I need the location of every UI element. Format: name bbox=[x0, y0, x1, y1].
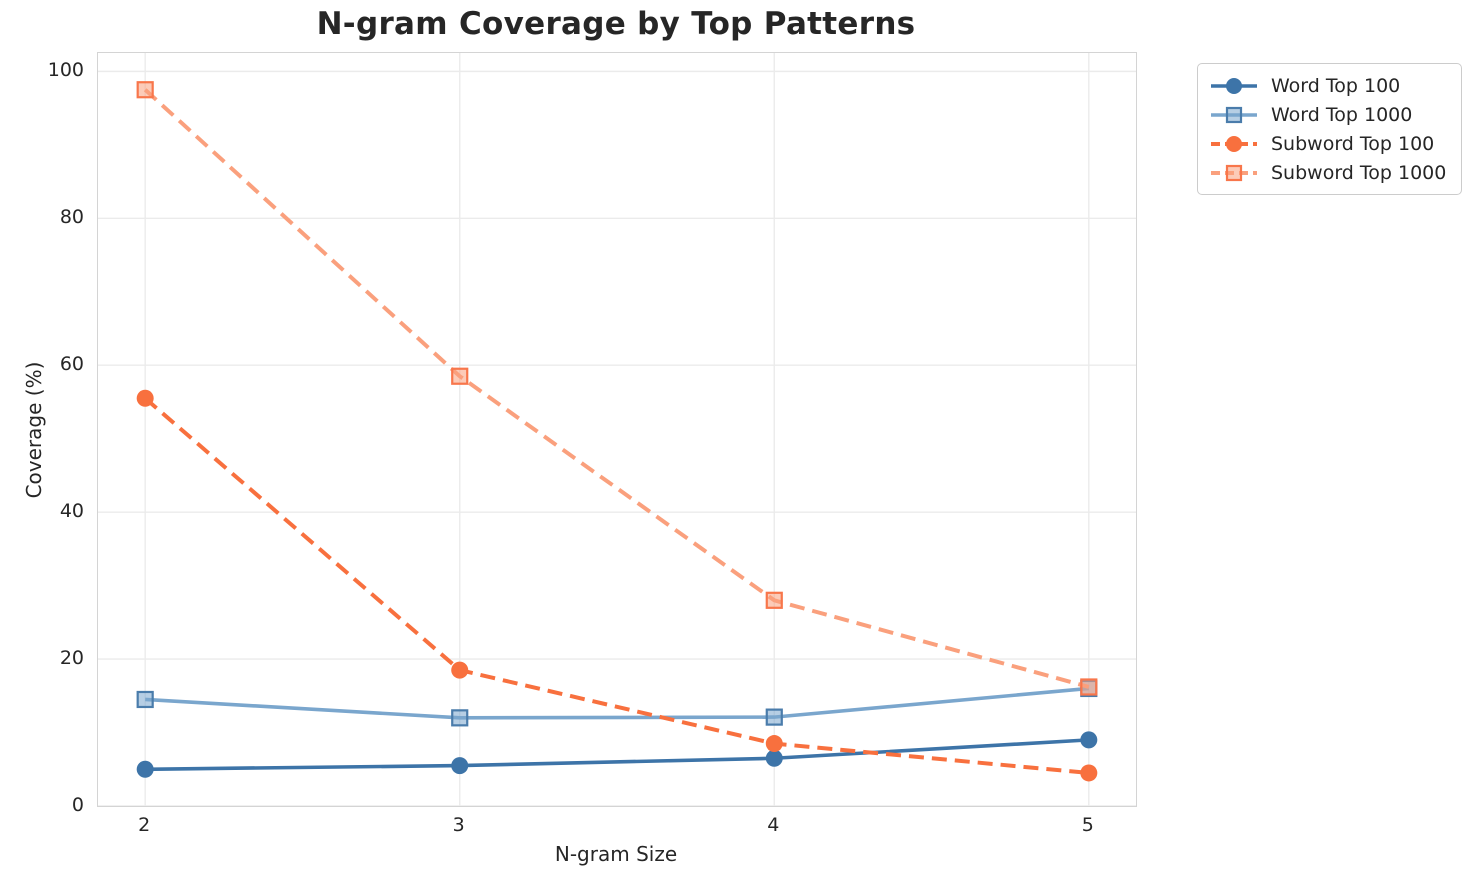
series-line bbox=[143, 396, 1090, 775]
data-point-marker bbox=[451, 661, 469, 679]
y-tick-label: 0 bbox=[71, 794, 84, 816]
legend-item-label: Subword Top 100 bbox=[1271, 132, 1435, 155]
data-point-marker bbox=[451, 367, 469, 385]
data-point-marker bbox=[136, 760, 154, 778]
legend: Word Top 100 Word Top 1000 Subword Top 1… bbox=[1197, 63, 1462, 195]
series-line bbox=[145, 738, 1089, 772]
series-line bbox=[145, 686, 1089, 720]
data-point-marker bbox=[765, 735, 783, 753]
x-tick-label: 4 bbox=[767, 814, 780, 836]
chart-title: N-gram Coverage by Top Patterns bbox=[316, 6, 916, 42]
legend-item-word-top-100: Word Top 100 bbox=[1210, 71, 1449, 100]
data-point-marker bbox=[765, 591, 783, 609]
legend-item-subword-top-1000: Subword Top 1000 bbox=[1210, 158, 1449, 187]
data-point-marker bbox=[1080, 764, 1098, 782]
plot-area bbox=[97, 52, 1137, 807]
y-tick-label: 20 bbox=[59, 647, 84, 670]
legend-item-label: Subword Top 1000 bbox=[1271, 161, 1447, 184]
x-axis-label: N-gram Size bbox=[554, 842, 678, 866]
plot-canvas bbox=[98, 53, 1136, 806]
data-point-marker bbox=[451, 757, 469, 775]
legend-item-label: Word Top 1000 bbox=[1271, 103, 1413, 126]
data-point-marker bbox=[1080, 678, 1098, 696]
y-tick-label: 40 bbox=[59, 500, 84, 523]
data-point-marker bbox=[136, 389, 154, 407]
legend-item-subword-top-100: Subword Top 100 bbox=[1210, 129, 1449, 158]
y-tick-label: 100 bbox=[47, 59, 84, 82]
x-tick-label: 5 bbox=[1081, 814, 1094, 836]
legend-sample-line bbox=[1210, 104, 1258, 126]
series-line bbox=[143, 88, 1090, 689]
legend-sample-line bbox=[1210, 75, 1258, 97]
legend-item-label: Word Top 100 bbox=[1271, 74, 1401, 97]
data-point-marker bbox=[1080, 731, 1098, 749]
legend-item-word-top-1000: Word Top 1000 bbox=[1210, 100, 1449, 129]
y-tick-label: 60 bbox=[59, 353, 84, 376]
y-axis-label: Coverage (%) bbox=[22, 361, 46, 499]
x-tick-label: 2 bbox=[138, 814, 151, 836]
data-point-marker bbox=[451, 709, 469, 727]
x-tick-label: 3 bbox=[452, 814, 465, 836]
data-point-marker bbox=[765, 749, 783, 767]
y-tick-label: 80 bbox=[59, 206, 84, 229]
legend-sample-line bbox=[1210, 133, 1258, 155]
data-point-marker bbox=[136, 690, 154, 709]
legend-sample-line bbox=[1210, 162, 1258, 184]
data-point-marker bbox=[136, 81, 154, 99]
data-point-marker bbox=[765, 708, 783, 726]
